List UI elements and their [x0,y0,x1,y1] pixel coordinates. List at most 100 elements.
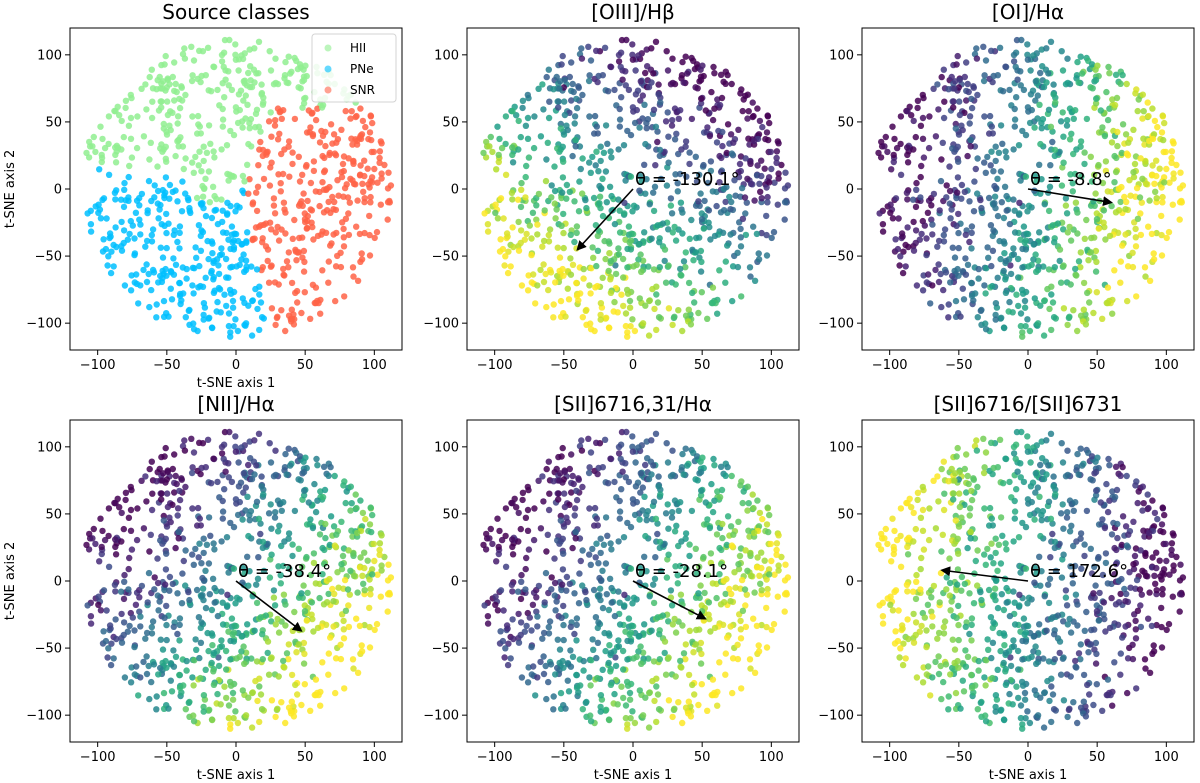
data-point [142,473,149,480]
data-point [672,673,679,680]
data-point [917,122,925,129]
data-point [570,88,577,96]
x-tick-label: −50 [153,358,180,373]
data-point [971,178,978,185]
data-point [982,718,990,725]
data-point [253,599,261,607]
data-point [105,532,112,540]
data-point [563,122,570,129]
data-point [879,228,887,235]
data-point [728,150,736,157]
data-point [1117,258,1125,265]
data-point [161,586,168,594]
data-point [616,116,624,123]
data-point [378,170,385,177]
data-point [624,264,631,271]
data-point [226,36,233,44]
data-point [87,620,95,627]
data-point [188,43,195,50]
data-point [1159,591,1166,598]
data-point [1052,491,1059,498]
data-point [247,62,254,70]
data-point [193,194,201,202]
data-point [230,629,238,636]
data-point [1072,265,1079,273]
data-point [981,282,988,289]
data-point [217,701,224,708]
data-point [1072,107,1079,114]
data-point [669,509,676,516]
data-point [517,133,524,141]
data-point [218,251,226,258]
data-point [746,264,754,271]
data-point [161,194,168,202]
data-point [531,505,538,512]
data-point [282,601,289,608]
data-point [554,636,561,643]
data-point [300,247,308,255]
data-point [735,565,743,573]
data-point [646,689,653,697]
data-point [641,621,648,628]
data-point [500,215,507,222]
data-point [1087,249,1095,256]
data-point [663,182,671,189]
data-point [319,571,326,578]
data-point [579,547,586,554]
data-point [280,199,288,206]
data-point [881,143,888,150]
angle-annotation: θ = -28.1° [635,561,728,582]
data-point [125,514,133,521]
data-point [271,602,279,609]
data-point [357,162,364,169]
data-point [892,236,899,243]
data-point [120,227,128,234]
data-point [104,262,111,269]
data-point [1168,154,1175,162]
data-point [266,574,274,581]
data-point [636,516,643,523]
data-point [926,113,933,120]
data-point [341,184,349,192]
data-point [982,449,990,456]
data-point [181,45,188,52]
data-point [197,470,204,478]
data-point [724,463,731,471]
data-point [727,231,734,238]
data-point [384,216,391,223]
data-point [664,459,672,466]
data-point [1069,188,1077,195]
data-point [494,607,502,614]
data-point [228,223,236,230]
data-point [994,175,1001,182]
data-point [285,138,293,145]
data-point [300,492,308,499]
data-point [231,622,238,629]
data-point [1030,52,1037,59]
data-point [1145,223,1152,230]
data-point [153,478,160,485]
data-point [162,657,169,665]
data-point [1031,172,1039,180]
data-point [652,515,660,522]
x-tick-label: 50 [297,750,314,765]
data-point [622,714,630,722]
data-point [551,555,558,562]
data-point [621,602,628,609]
data-point [677,591,685,598]
data-point [219,621,227,628]
data-point [642,694,649,701]
data-point [282,450,289,458]
data-point [540,629,548,637]
data-point [211,154,218,161]
data-point [1140,500,1147,507]
data-point [492,209,499,216]
data-point [312,116,320,124]
data-point [1047,430,1055,437]
data-point [522,514,530,521]
data-point [265,671,273,678]
data-point [349,656,357,663]
data-point [1151,509,1159,517]
data-point [175,136,182,144]
data-point [589,244,596,251]
